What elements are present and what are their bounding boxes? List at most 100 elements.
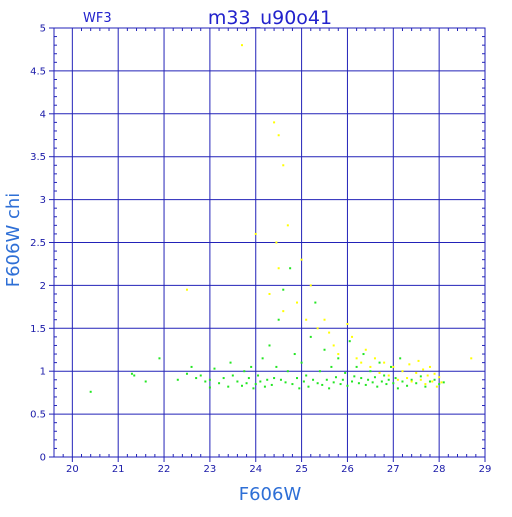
data-point-series-2 (433, 372, 436, 375)
data-point-series-2 (408, 363, 411, 366)
data-point-series-1 (266, 378, 269, 381)
data-point-series-2 (435, 385, 438, 388)
x-tick-label: 22 (158, 464, 171, 475)
data-point-series-2 (360, 361, 363, 364)
data-point-series-2 (406, 377, 409, 380)
data-point-series-2 (438, 376, 441, 379)
data-point-series-1 (204, 380, 207, 383)
data-point-series-2 (470, 357, 473, 360)
data-point-series-1 (406, 384, 409, 387)
data-point-series-1 (133, 374, 136, 377)
data-point-series-1 (438, 383, 441, 386)
data-point-series-1 (419, 375, 422, 378)
data-point-series-1 (369, 370, 372, 373)
data-point-series-1 (296, 377, 299, 380)
data-point-series-1 (415, 382, 418, 385)
data-point-series-1 (399, 357, 402, 360)
data-point-series-1 (263, 385, 266, 388)
data-point-series-1 (337, 357, 340, 360)
data-point-series-2 (364, 348, 367, 351)
data-point-series-1 (270, 383, 273, 386)
data-point-series-1 (176, 378, 179, 381)
data-point-series-2 (296, 301, 299, 304)
data-point-series-2 (383, 361, 386, 364)
data-point-series-2 (369, 365, 372, 368)
data-point-series-1 (291, 383, 294, 386)
x-tick-label: 26 (341, 464, 354, 475)
data-point-series-1 (312, 378, 315, 381)
data-point-series-2 (415, 371, 418, 374)
data-point-series-1 (410, 378, 413, 381)
data-point-series-1 (259, 380, 262, 383)
data-point-series-1 (309, 335, 312, 338)
data-point-series-1 (373, 376, 376, 379)
data-point-series-2 (254, 232, 257, 235)
data-point-series-2 (328, 331, 331, 334)
data-point-series-1 (300, 361, 303, 364)
data-point-series-2 (282, 164, 285, 167)
data-point-series-1 (289, 267, 292, 270)
data-point-series-2 (346, 323, 349, 326)
data-point-series-2 (275, 241, 278, 244)
data-point-series-1 (316, 382, 319, 385)
data-point-series-1 (89, 390, 92, 393)
data-point-series-1 (353, 375, 356, 378)
data-point-series-1 (371, 381, 374, 384)
data-point-series-2 (323, 318, 326, 321)
data-point-series-1 (433, 378, 436, 381)
data-point-series-2 (282, 310, 285, 313)
data-point-series-2 (422, 368, 425, 371)
data-point-series-1 (257, 374, 260, 377)
data-point-series-2 (373, 357, 376, 360)
y-tick-label: 2 (40, 281, 46, 292)
data-point-series-2 (392, 365, 395, 368)
data-point-series-2 (337, 353, 340, 356)
y-tick-label: 0.5 (30, 410, 46, 421)
y-tick-label: 3 (40, 195, 46, 206)
y-axis-title: F606W chi (3, 193, 24, 288)
data-point-series-2 (426, 374, 429, 377)
x-tick-label: 20 (66, 464, 79, 475)
data-point-series-1 (158, 357, 161, 360)
data-point-series-1 (307, 385, 310, 388)
data-point-series-2 (424, 383, 427, 386)
chip-label: WF3 (83, 11, 112, 26)
data-point-series-2 (417, 359, 420, 362)
data-point-series-1 (330, 365, 333, 368)
data-point-series-2 (431, 380, 434, 383)
data-point-series-1 (394, 377, 397, 380)
data-point-series-2 (428, 365, 431, 368)
x-tick-label: 23 (204, 464, 217, 475)
data-point-series-1 (385, 383, 388, 386)
data-point-series-1 (367, 378, 370, 381)
data-point-series-1 (334, 376, 337, 379)
y-tick-label: 1.5 (30, 324, 46, 335)
data-point-series-1 (252, 387, 255, 390)
data-point-series-1 (341, 378, 344, 381)
data-point-series-1 (392, 382, 395, 385)
data-point-series-1 (325, 378, 328, 381)
data-point-series-1 (282, 288, 285, 291)
data-point-series-1 (247, 377, 250, 380)
data-point-series-2 (396, 378, 399, 381)
data-point-series-1 (346, 384, 349, 387)
data-point-series-2 (305, 318, 308, 321)
data-point-series-1 (332, 381, 335, 384)
data-point-series-1 (250, 365, 253, 368)
data-point-series-2 (419, 378, 422, 381)
data-point-series-1 (277, 318, 280, 321)
data-point-series-1 (130, 372, 133, 375)
data-point-series-2 (277, 267, 280, 270)
data-point-series-1 (360, 377, 363, 380)
data-point-series-1 (298, 387, 301, 390)
data-point-series-1 (213, 367, 216, 370)
data-point-series-2 (185, 288, 188, 291)
y-tick-label: 0 (40, 453, 46, 464)
data-point-series-1 (208, 386, 211, 389)
data-point-series-1 (396, 387, 399, 390)
x-tick-label: 27 (387, 464, 400, 475)
data-point-series-1 (305, 374, 308, 377)
data-point-series-1 (357, 382, 360, 385)
data-point-series-1 (383, 374, 386, 377)
data-point-series-1 (376, 385, 379, 388)
